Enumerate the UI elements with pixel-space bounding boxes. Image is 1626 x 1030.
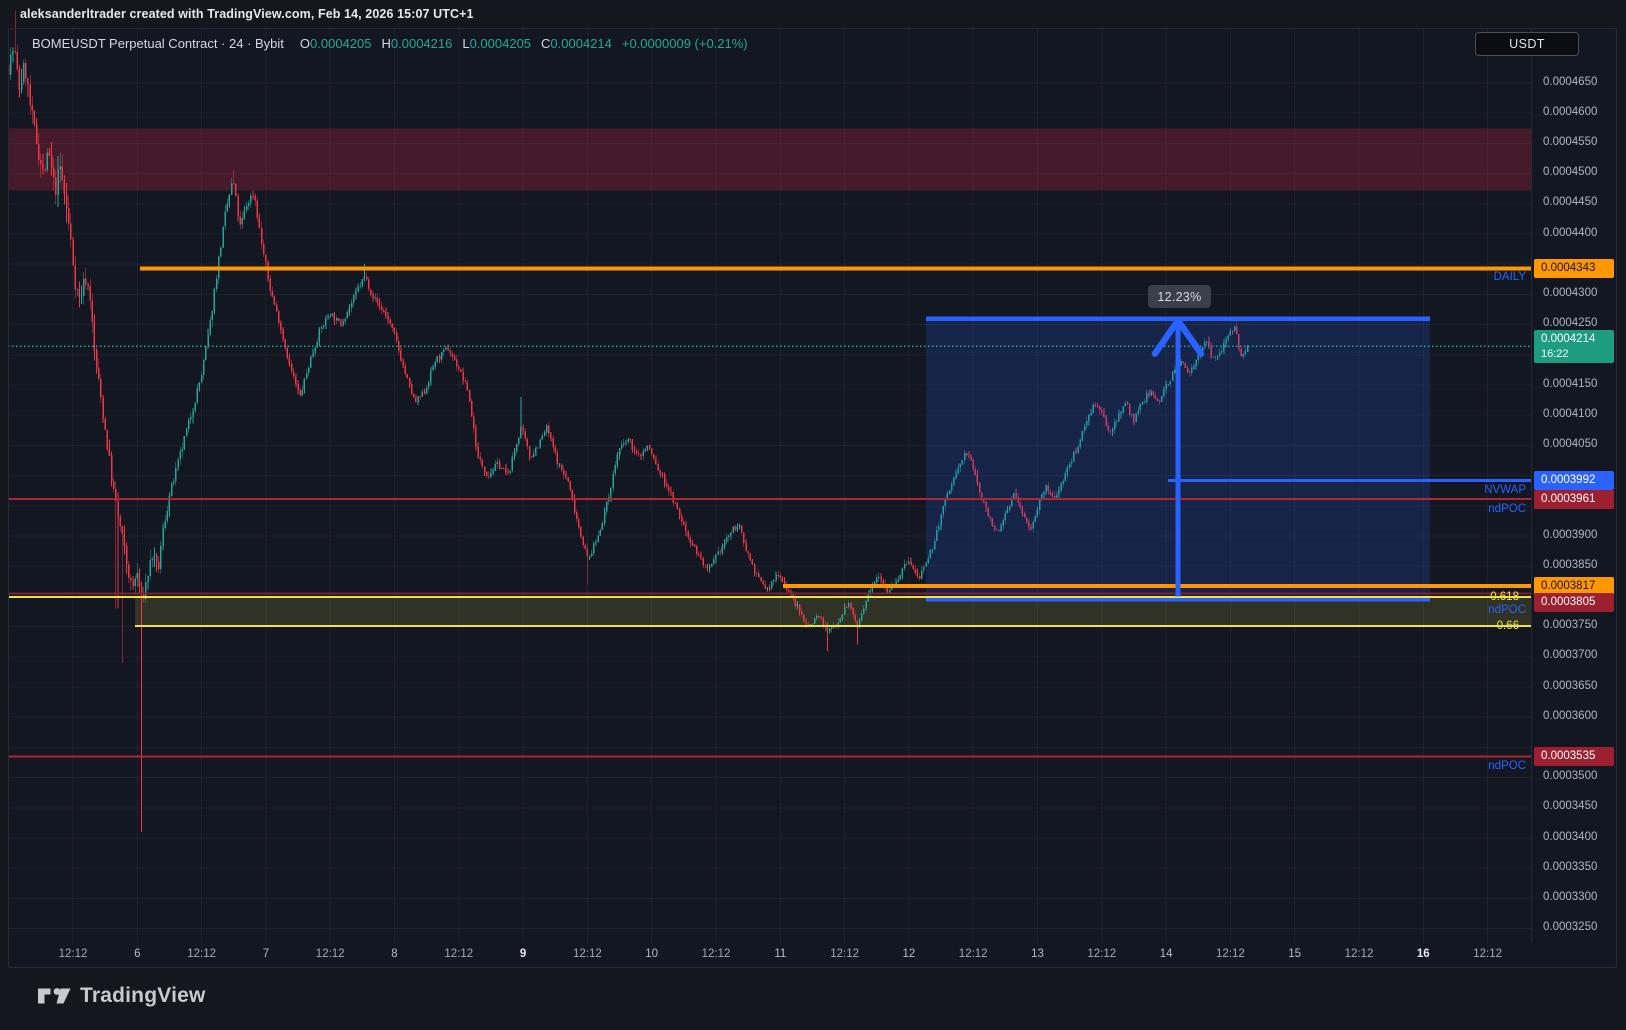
- price-axis-tick: 0.0003750: [1543, 619, 1598, 632]
- supply-zone: [8, 128, 1531, 191]
- price-axis-tick: 0.0003650: [1543, 679, 1598, 692]
- price-axis-tick: 0.0003850: [1543, 558, 1598, 571]
- time-tick: 12:12: [1216, 948, 1245, 960]
- currency-button[interactable]: USDT: [1475, 32, 1579, 56]
- price-axis-tick: 0.0004450: [1543, 196, 1598, 209]
- time-tick: 12:12: [830, 948, 859, 960]
- bar-countdown: 16:22: [1541, 347, 1569, 360]
- tradingview-logo-text: TradingView: [80, 984, 206, 1007]
- ohlc-c: C0.0004214: [541, 36, 612, 51]
- time-tick-day: 12: [902, 948, 916, 960]
- time-tick: 12:12: [573, 948, 602, 960]
- time-tick-day: 10: [645, 948, 659, 960]
- time-tick-day: 16: [1416, 948, 1430, 960]
- price-axis[interactable]: 0.0004650 0.0004600 0.0004550 0.0004500 0.00…: [1531, 28, 1618, 943]
- price-label-level-3817: 0.0003817: [1534, 576, 1614, 596]
- price-axis-tick: 0.0004600: [1543, 105, 1598, 118]
- ohlc-key: L: [462, 35, 470, 51]
- ohlc-value: 0.0004205: [310, 35, 372, 51]
- price-label-ndpoc-lower: 0.0003535: [1534, 746, 1614, 766]
- ohlc-value: 0.0004205: [469, 35, 532, 51]
- time-axis[interactable]: 12:12 6 12:12 7 12:12 8 12:12 9 12:12 10 12:12 11 12…: [8, 943, 1617, 968]
- time-tick-day: 9: [519, 948, 527, 960]
- time-tick: 12:12: [701, 948, 731, 960]
- time-tick-day: 6: [134, 948, 141, 960]
- time-tick-day: 8: [391, 948, 398, 960]
- price-change: +0.0000009 (+0.21%): [621, 35, 748, 51]
- price-axis-tick: 0.0003400: [1543, 830, 1598, 843]
- ohlc-values: O0.0004205 H0.0004216 L0.0004205 C0.0004214: [300, 36, 622, 51]
- symbol-title: BOMEUSDT Perpetual Contract · 24 · Bybit: [32, 35, 284, 51]
- price-axis-tick: 0.0003350: [1543, 860, 1598, 873]
- price-axis-tick: 0.0004550: [1543, 135, 1598, 148]
- ohlc-key: O: [299, 35, 311, 51]
- ohlc-l: L0.0004205: [462, 36, 531, 51]
- tradingview-logo-icon: [38, 988, 71, 1004]
- time-tick: 12:12: [187, 948, 216, 960]
- price-axis-tick: 0.0003450: [1543, 800, 1598, 813]
- measure-arrow: [1151, 317, 1205, 597]
- tradingview-logo[interactable]: TradingView: [38, 984, 206, 1008]
- time-tick-day: 13: [1031, 948, 1044, 960]
- time-tick-day: 11: [774, 948, 787, 960]
- price-axis-tick: 0.0004650: [1543, 75, 1598, 88]
- price-axis-tick: 0.0003250: [1543, 921, 1598, 934]
- time-tick: 12:12: [315, 948, 345, 960]
- time-tick-day: 7: [262, 948, 270, 960]
- attribution-text: aleksanderltrader created with TradingVi…: [20, 7, 474, 21]
- price-axis-tick: 0.0004250: [1543, 317, 1598, 330]
- fib-zone: [135, 597, 1531, 626]
- measure-percent-tooltip: 12.23%: [1148, 285, 1211, 308]
- price-label-last-price: 0.0004214 16:22: [1534, 329, 1614, 363]
- price-axis-tick: 0.0004150: [1543, 377, 1598, 390]
- ohlc-value: 0.0004216: [390, 35, 453, 51]
- time-tick: 12:12: [1087, 948, 1117, 960]
- ohlc-key: C: [541, 35, 551, 51]
- price-axis-tick: 0.0004400: [1543, 226, 1598, 239]
- chart-header: BOMEUSDT Perpetual Contract · 24 · Bybit…: [8, 28, 1532, 58]
- time-tick: 12:12: [1473, 948, 1502, 960]
- price-label-ndpoc-upper: 0.0003961: [1534, 489, 1614, 509]
- price-label-nvwap: 0.0003992: [1534, 470, 1614, 490]
- price-axis-tick: 0.0003300: [1543, 890, 1598, 903]
- ohlc-h: H0.0004216: [382, 36, 453, 51]
- price-axis-tick: 0.0004300: [1543, 286, 1598, 299]
- chart-canvas[interactable]: [8, 6, 1531, 943]
- price-label-daily-open: 0.0004343: [1534, 258, 1614, 278]
- price-axis-tick: 0.0003600: [1543, 709, 1598, 722]
- chart-widget-background: [8, 28, 1617, 968]
- time-tick: 12:12: [58, 948, 88, 960]
- price-axis-tick: 0.0004100: [1543, 407, 1598, 420]
- ohlc-key: H: [381, 35, 391, 51]
- ohlc-value: 0.0004214: [550, 35, 612, 51]
- time-tick-day: 14: [1159, 948, 1173, 960]
- price-label-ndpoc-mid: 0.0003805: [1534, 592, 1614, 612]
- price-axis-tick: 0.0003900: [1543, 528, 1598, 541]
- price-axis-tick: 0.0003700: [1543, 649, 1598, 662]
- price-axis-tick: 0.0003500: [1543, 770, 1598, 783]
- time-tick: 12:12: [444, 948, 474, 960]
- time-tick-day: 15: [1288, 948, 1302, 960]
- time-tick: 12:12: [958, 948, 988, 960]
- time-tick: 12:12: [1344, 948, 1374, 960]
- ohlc-o: O0.0004205: [300, 36, 372, 51]
- price-axis-tick: 0.0004500: [1543, 166, 1598, 179]
- price-axis-tick: 0.0004050: [1543, 437, 1598, 450]
